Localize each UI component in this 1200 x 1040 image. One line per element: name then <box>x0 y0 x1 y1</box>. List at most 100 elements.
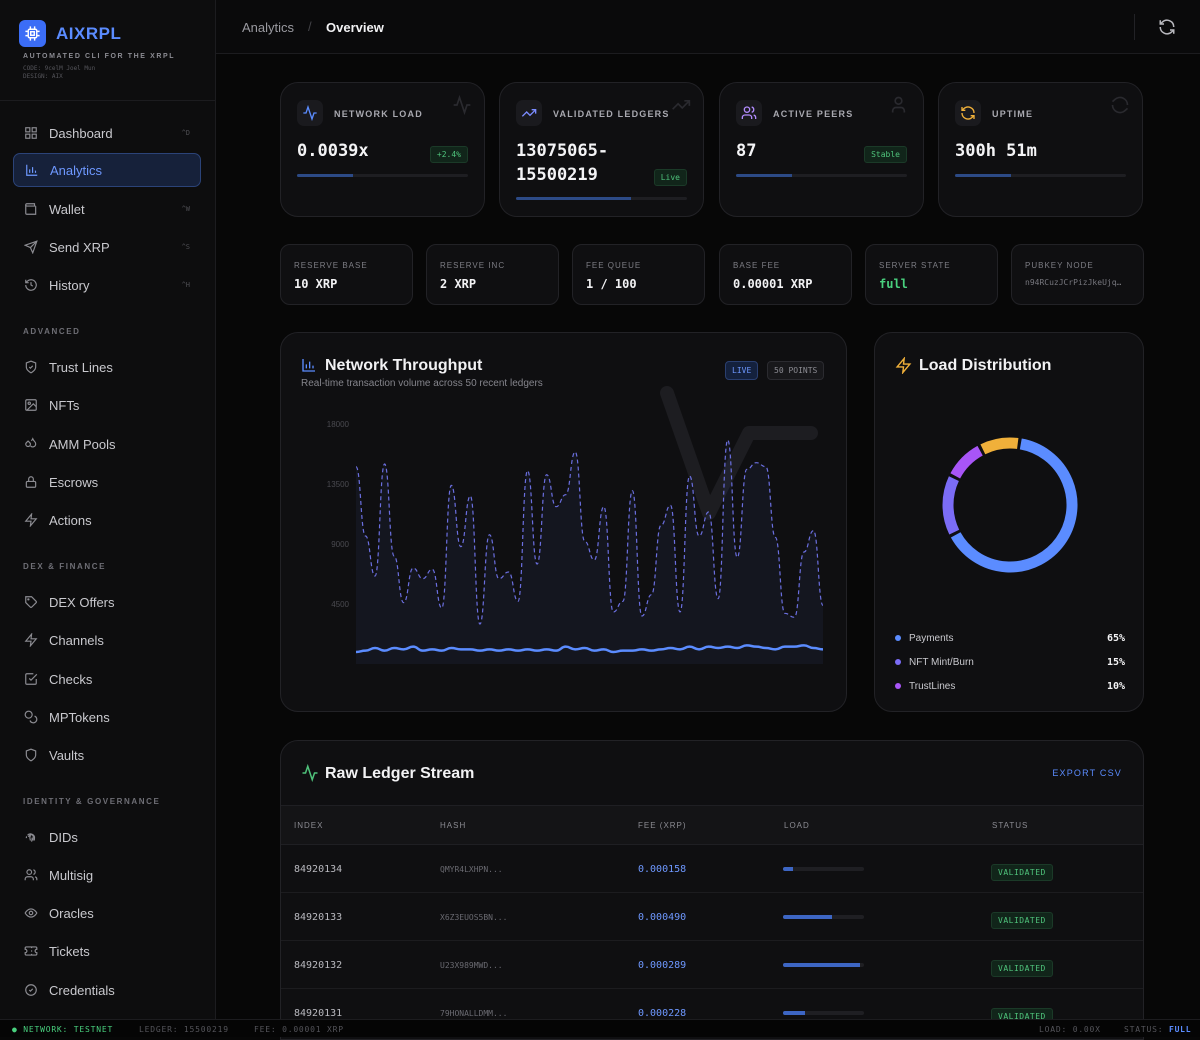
sidebar-item-mptokens[interactable]: MPTokens <box>13 700 201 734</box>
row-hash: U23X989MWD... <box>440 961 503 970</box>
refresh-icon <box>1110 95 1130 115</box>
legend-dot <box>895 659 901 665</box>
row-index: 84920132 <box>294 960 343 971</box>
sidebar-item-wallet[interactable]: Wallet ^W <box>13 192 201 226</box>
legend-label: Payments <box>909 632 954 644</box>
row-load-fill <box>783 915 832 919</box>
stat-label: VALIDATED LEDGERS <box>553 109 670 119</box>
points-badge: 50 POINTS <box>767 361 825 380</box>
sidebar-item-vaults[interactable]: Vaults <box>13 738 201 772</box>
sidebar-item-label: DIDs <box>49 829 78 845</box>
sidebar-item-multisig[interactable]: Multisig <box>13 858 201 892</box>
tile-label: BASE FEE <box>733 261 781 270</box>
droplets-icon <box>23 436 39 452</box>
column-header[interactable]: FEE (XRP) <box>638 821 687 830</box>
sidebar-item-dex-offers[interactable]: DEX Offers <box>13 585 201 619</box>
brand-header: AIXRPL AUTOMATED CLI FOR THE XRPL CODE: … <box>0 0 215 101</box>
live-badge: LIVE <box>725 361 759 380</box>
sidebar-item-label: Send XRP <box>49 239 110 255</box>
column-header[interactable]: HASH <box>440 821 467 830</box>
status-value: FULL <box>1168 1025 1192 1034</box>
sidebar-item-actions[interactable]: Actions <box>13 503 201 537</box>
sidebar-item-checks[interactable]: Checks <box>13 662 201 696</box>
coins-icon <box>23 709 39 725</box>
sidebar-item-label: Credentials <box>49 982 115 998</box>
trending-up-icon <box>516 100 542 126</box>
sidebar-item-trust-lines[interactable]: Trust Lines <box>13 350 201 384</box>
sidebar-item-tickets[interactable]: Tickets <box>13 934 201 968</box>
row-load-bar <box>783 1011 864 1015</box>
section-title-identity-governance: IDENTITY & GOVERNANCE <box>23 797 161 806</box>
stat-label: NETWORK LOAD <box>334 109 423 119</box>
users-icon <box>891 95 911 115</box>
column-header[interactable]: INDEX <box>294 821 324 830</box>
sidebar-item-credentials[interactable]: Credentials <box>13 973 201 1007</box>
ledger-status: LEDGER: 15500219 <box>139 1025 229 1034</box>
row-fee: 0.000490 <box>638 912 687 923</box>
row-load-bar <box>783 867 864 871</box>
sidebar-item-amm-pools[interactable]: AMM Pools <box>13 427 201 461</box>
stat-label: UPTIME <box>992 109 1034 119</box>
sidebar-item-send-xrp[interactable]: Send XRP ^S <box>13 230 201 264</box>
stat-card-uptime: UPTIME 300h 51m <box>938 82 1143 217</box>
stat-card-active-peers: ACTIVE PEERS 87 Stable <box>719 82 924 217</box>
sidebar-item-label: Channels <box>49 632 104 648</box>
row-load-fill <box>783 1011 805 1015</box>
lock-icon <box>23 474 39 490</box>
shortcut-hint: ^H <box>181 281 190 289</box>
sidebar-item-history[interactable]: History ^H <box>13 268 201 302</box>
sidebar-item-label: NFTs <box>49 397 80 413</box>
tile-label: RESERVE INC <box>440 261 506 270</box>
send-icon <box>23 239 39 255</box>
stat-badge: +2.4% <box>429 146 468 163</box>
sidebar-item-label: AMM Pools <box>49 436 116 452</box>
sidebar-item-label: History <box>49 277 90 293</box>
throughput-chart: 18000 13500 9000 4500 <box>327 386 824 664</box>
table-row[interactable]: 84920133 X6Z3EUOS5BN... 0.000490 VALIDAT… <box>281 893 1143 941</box>
sidebar-item-dashboard[interactable]: Dashboard ^D <box>13 116 201 150</box>
sidebar-item-escrows[interactable]: Escrows <box>13 465 201 499</box>
tile-pubkey-node: PUBKEY NODE n94RCuzJCrPizJkeUjq… <box>1011 244 1144 305</box>
series-area <box>356 440 823 664</box>
legend-pct: 15% <box>1106 656 1125 668</box>
legend-item-nft: NFT Mint/Burn 15% <box>895 655 1125 669</box>
sidebar-item-analytics[interactable]: Analytics <box>13 153 201 187</box>
export-csv-button[interactable]: EXPORT CSV <box>1052 768 1122 778</box>
eye-icon <box>23 905 39 921</box>
column-header[interactable]: STATUS <box>992 821 1029 830</box>
stat-progress-fill <box>516 197 631 200</box>
bar-chart-icon <box>301 357 317 373</box>
legend-item-payments: Payments 65% <box>895 631 1125 645</box>
stat-value-line: 13075065- <box>516 141 609 161</box>
status-bar: ● NETWORK: TESTNET LEDGER: 15500219 FEE:… <box>0 1019 1200 1037</box>
stat-value: 87 <box>736 141 757 161</box>
table-row[interactable]: 84920134 QMYR4LXHPN... 0.000158 VALIDATE… <box>281 845 1143 893</box>
stat-label: ACTIVE PEERS <box>773 109 854 119</box>
status-badge: VALIDATED <box>991 960 1053 977</box>
badge-icon <box>23 982 39 998</box>
y-tick-label: 9000 <box>331 540 349 549</box>
status-label: STATUS: <box>1124 1025 1164 1034</box>
image-icon <box>23 397 39 413</box>
chip-logo-icon[interactable] <box>19 20 46 47</box>
server-status: STATUS: FULL <box>1124 1025 1191 1034</box>
activity-icon <box>452 94 472 116</box>
card-title: Raw Ledger Stream <box>325 765 475 782</box>
refresh-icon <box>955 100 981 126</box>
series-line-load <box>355 644 824 654</box>
tile-base-fee: BASE FEE 0.00001 XRP <box>719 244 852 305</box>
tile-label: RESERVE BASE <box>294 261 368 270</box>
breadcrumb-parent[interactable]: Analytics <box>242 20 295 35</box>
sidebar-item-channels[interactable]: Channels <box>13 623 201 657</box>
sidebar-item-label: Actions <box>49 512 92 528</box>
table-row[interactable]: 84920132 U23X989MWD... 0.000289 VALIDATE… <box>281 941 1143 989</box>
refresh-icon[interactable] <box>1158 18 1176 36</box>
sidebar-item-dids[interactable]: DIDs <box>13 820 201 854</box>
row-load-bar <box>783 915 864 919</box>
legend-pct: 65% <box>1106 632 1125 644</box>
column-header[interactable]: LOAD <box>784 821 810 830</box>
sidebar-item-nfts[interactable]: NFTs <box>13 388 201 422</box>
sidebar-item-label: Oracles <box>49 905 94 921</box>
sidebar-item-oracles[interactable]: Oracles <box>13 896 201 930</box>
zap-icon <box>23 632 39 648</box>
